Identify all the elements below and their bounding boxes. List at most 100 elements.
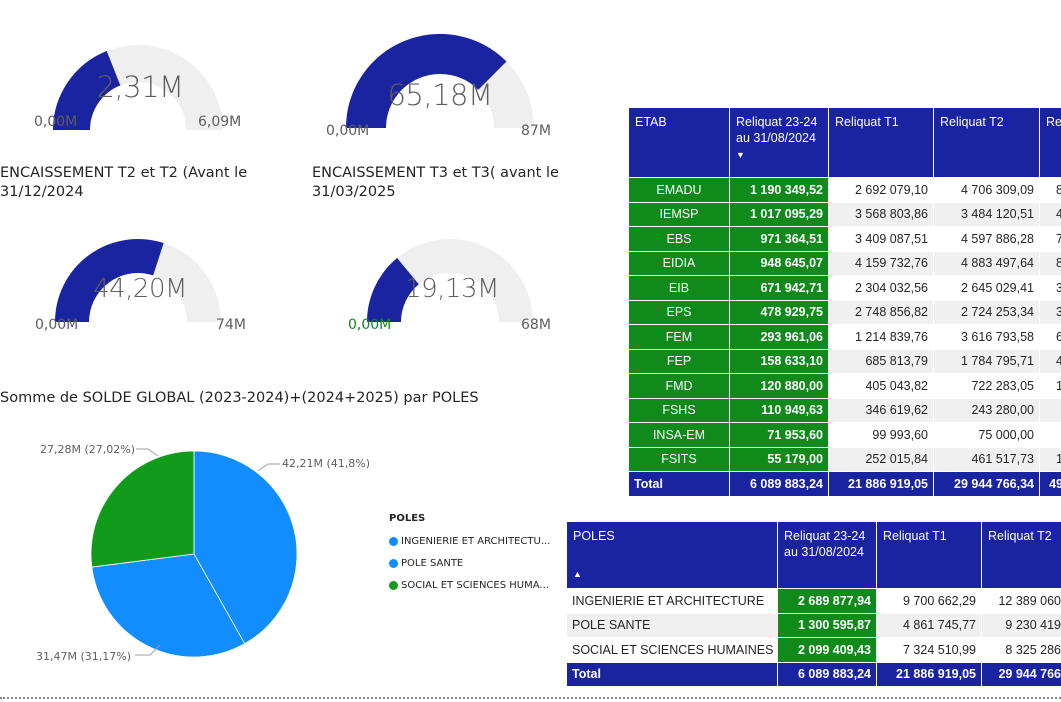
row-label: SOCIAL ET SCIENCES HUMAINES xyxy=(566,637,778,663)
row-value: 1 190 349,52 xyxy=(729,177,829,203)
row-value: 685 813,79 xyxy=(828,348,934,374)
row-label: INGENIERIE ET ARCHITECTURE xyxy=(566,588,778,614)
legend-dot-icon xyxy=(389,580,398,590)
row-label: FEM xyxy=(628,324,730,350)
poles-header-poles[interactable]: POLES ▲ xyxy=(566,521,778,589)
gauge-4-value: 19,13M xyxy=(405,274,499,304)
gauge-3-value: 44,20M xyxy=(93,274,187,304)
legend-item-pole-sante[interactable]: POLE SANTE xyxy=(389,552,550,574)
legend-item-social[interactable]: SOCIAL ET SCIENCES HUMA... xyxy=(389,574,550,596)
gauge-4-arc xyxy=(367,239,533,323)
header-text: POLES xyxy=(573,529,615,543)
gauge-1: 2,31M 0,00M 6,09M xyxy=(0,0,280,150)
table-row[interactable]: SOCIAL ET SCIENCES HUMAINES 2 099 409,43 7… xyxy=(566,637,1061,663)
row-label: EBS xyxy=(628,226,730,252)
sort-asc-icon: ▲ xyxy=(573,569,582,579)
row-value: 4 159 732,76 xyxy=(828,250,934,276)
row-value xyxy=(1039,422,1061,448)
gauge-4-min: 0,00M xyxy=(348,317,392,333)
etab-header-etab[interactable]: ETAB xyxy=(628,107,730,178)
row-value: 12 389 060 xyxy=(981,588,1061,614)
row-value: 1 214 839,76 xyxy=(828,324,934,350)
poles-header-reliquat-t2[interactable]: Reliquat T2 xyxy=(981,521,1061,589)
row-value: 2 724 253,34 xyxy=(933,299,1040,325)
poles-header-reliquat-t1[interactable]: Reliquat T1 xyxy=(876,521,982,589)
table-row[interactable]: INGENIERIE ET ARCHITECTURE 2 689 877,94 9 … xyxy=(566,588,1061,614)
header-text: Reliquat 23-24 au 31/08/2024 xyxy=(736,115,818,145)
total-value: 29 944 766 xyxy=(981,661,1061,687)
total-row: Total 6 089 883,24 21 886 919,05 29 944 766… xyxy=(628,471,1061,497)
row-value: 8 325 286 xyxy=(981,637,1061,663)
poles-table: POLES ▲ Reliquat 23-24 au 31/08/2024 Reli… xyxy=(566,521,1061,687)
etab-header-reliquat-t2[interactable]: Reliquat T2 xyxy=(933,107,1040,178)
row-value: 71 953,60 xyxy=(729,422,829,448)
total-value: 21 886 919,05 xyxy=(876,661,982,687)
legend-label: INGENIERIE ET ARCHITECTU... xyxy=(401,535,551,547)
row-value: 6 xyxy=(1039,324,1061,350)
table-row[interactable]: EMADU 1 190 349,52 2 692 079,10 4 706 309,0… xyxy=(628,177,1061,203)
poles-header-reliquat-2324[interactable]: Reliquat 23-24 au 31/08/2024 xyxy=(777,521,877,589)
pie-slice-pole-sante[interactable] xyxy=(91,553,246,658)
row-value: 252 015,84 xyxy=(828,446,934,472)
pie-chart xyxy=(90,448,298,658)
table-row[interactable]: POLE SANTE 1 300 595,87 4 861 745,77 9 230 … xyxy=(566,612,1061,638)
total-value: 6 089 883,24 xyxy=(729,471,829,497)
gauge-3-min: 0,00M xyxy=(35,317,79,333)
table-row[interactable]: IEMSP 1 017 095,29 3 568 803,86 3 484 120,5… xyxy=(628,201,1061,227)
etab-header-reliquat-t3[interactable]: Reli xyxy=(1039,107,1061,178)
gauge-3: 44,20M 0,00M 74M xyxy=(0,200,280,340)
pie-slice-social[interactable] xyxy=(90,450,195,568)
row-value: 3 616 793,58 xyxy=(933,324,1040,350)
total-value: 49 xyxy=(1039,471,1061,497)
row-value: 1 784 795,71 xyxy=(933,348,1040,374)
gauge-2: 65,18M 0,00M 87M xyxy=(300,0,590,150)
total-row: Total 6 089 883,24 21 886 919,05 29 944 766 xyxy=(566,661,1061,687)
row-label: EIDIA xyxy=(628,250,730,276)
row-value: 1 xyxy=(1039,373,1061,399)
etab-header-reliquat-t1[interactable]: Reliquat T1 xyxy=(828,107,934,178)
row-value: 4 883 497,64 xyxy=(933,250,1040,276)
row-value: 243 280,00 xyxy=(933,397,1040,423)
row-label: FEP xyxy=(628,348,730,374)
total-value: 21 886 919,05 xyxy=(828,471,934,497)
gauge-3-title: ENCAISSEMENT T2 et T2 (Avant le 31/12/20… xyxy=(0,165,248,200)
row-value: 2 304 032,56 xyxy=(828,275,934,301)
row-value: 8 xyxy=(1039,250,1061,276)
etab-header-reliquat-2324[interactable]: Reliquat 23-24 au 31/08/2024 ▼ xyxy=(729,107,829,178)
row-value: 3 409 087,51 xyxy=(828,226,934,252)
row-label: POLE SANTE xyxy=(566,612,778,638)
pie-slice-ingenierie[interactable] xyxy=(193,450,298,645)
total-value: 29 944 766,34 xyxy=(933,471,1040,497)
pie-label-ingenierie: 42,21M (41,8%) xyxy=(282,457,371,470)
row-value: 158 633,10 xyxy=(729,348,829,374)
row-value: 8 xyxy=(1039,177,1061,203)
sort-desc-icon: ▼ xyxy=(736,150,745,160)
row-value: 4 706 309,09 xyxy=(933,177,1040,203)
row-value xyxy=(1039,397,1061,423)
total-value: 6 089 883,24 xyxy=(777,661,877,687)
row-value: 2 099 409,43 xyxy=(777,637,877,663)
row-value: 293 961,06 xyxy=(729,324,829,350)
table-row[interactable]: INSA-EM 71 953,60 99 993,60 75 000,00 xyxy=(628,422,1061,448)
row-value: 3 xyxy=(1039,299,1061,325)
legend-item-ingenierie[interactable]: INGENIERIE ET ARCHITECTU... xyxy=(389,530,550,552)
row-value: 2 692 079,10 xyxy=(828,177,934,203)
row-label: EMADU xyxy=(628,177,730,203)
gauge-1-value: 2,31M xyxy=(96,70,184,104)
row-label: FSITS xyxy=(628,446,730,472)
pie-label-social: 27,28M (27,02%) xyxy=(40,443,136,456)
row-value: 75 000,00 xyxy=(933,422,1040,448)
etab-table: ETAB Reliquat 23-24 au 31/08/2024 ▼ Reliq… xyxy=(628,107,1061,497)
row-value: 405 043,82 xyxy=(828,373,934,399)
bottom-divider xyxy=(0,697,1061,699)
pie-label-pole-sante: 31,47M (31,17%) xyxy=(36,650,132,663)
table-row[interactable]: FSHS 110 949,63 346 619,62 243 280,00 xyxy=(628,397,1061,423)
